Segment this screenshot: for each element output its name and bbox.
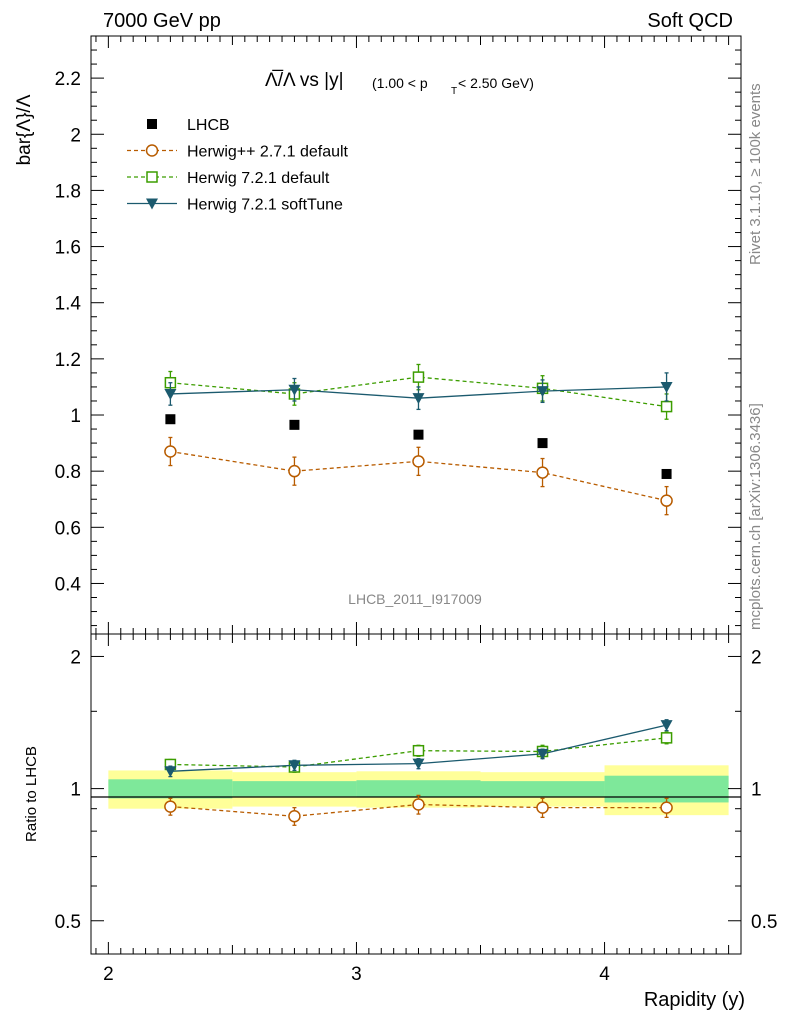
ratio-point-circle [412,798,425,811]
main-ytick-label: 1.6 [55,238,81,259]
ratio-series-line-0 [170,803,667,817]
main-ytick-label: 0.8 [55,462,81,483]
main-point-circle [288,464,301,478]
ratio-xtick-label: 4 [599,964,610,985]
main-point-circle [164,445,177,458]
main-point-square [412,371,425,383]
main-ytick-label: 1.8 [55,181,81,202]
ratio-xtick-label: 2 [103,964,114,985]
ratio-point-circle [288,810,301,823]
ratio-band-inner [356,780,481,798]
ratio-point-circle [164,800,177,813]
ratio-point-triangle [412,758,425,770]
legend-marker [145,144,159,157]
ratio-y-label: Ratio to LHCB [23,746,40,842]
mcplots-label: mcplots.cern.ch [arXiv:1306.3436] [747,403,764,630]
main-point-data [165,414,176,425]
main-y-label: bar{Λ}/Λ [14,94,35,165]
legend-label: LHCB [187,117,230,134]
legend-label: Herwig 7.2.1 softTune [187,197,343,214]
title-sub: (1.00 < p [372,75,428,91]
ratio-panel: 0.5 0.5 1 1 2 2 2 3 4 [55,633,777,985]
ratio-xtick-label: 3 [351,964,362,985]
main-point-circle [536,466,549,479]
ratio-ytick-label-right: 1 [751,780,762,801]
main-series [164,363,673,516]
ratio-point-square [412,744,425,757]
ratio-frame [90,633,742,955]
legend-marker [146,198,158,210]
legend-label: Herwig 7.2.1 default [187,170,330,187]
ratio-ytick-label-right: 2 [751,647,762,668]
main-panel: 0.4 0.6 0.8 1 1.2 1.4 1.6 1.8 2 2.2 [55,35,742,635]
main-ytick-label: 0.6 [55,518,81,539]
main-point-data [661,468,672,479]
title-sub-end: < 2.50 GeV) [458,75,534,91]
rivet-label: Rivet 3.1.10, ≥ 100k events [747,83,764,265]
ratio-series-line-1 [170,737,667,768]
legend-marker [146,171,158,183]
main-point-triangle [660,381,673,393]
main-ytick-label: 0.4 [55,574,82,595]
main-ytick-label: 2.2 [55,69,81,90]
ratio-point-triangle [536,748,549,760]
main-point-triangle [164,388,177,400]
legend: LHCB Herwig++ 2.7.1 default Herwig 7.2.1 d… [127,117,349,214]
ratio-series [164,719,673,826]
ratio-point-triangle [288,760,301,772]
ratio-point-circle [536,801,549,814]
ratio-point-triangle [164,766,177,778]
title-main: Λ̅/Λ vs |y| [265,70,344,91]
ratio-point-triangle [660,720,673,732]
main-ticks: 0.4 0.6 0.8 1 1.2 1.4 1.6 1.8 2 2.2 [55,35,742,634]
ratio-ytick-label: 1 [70,780,81,801]
ratio-ytick-label: 2 [70,647,81,668]
main-ytick-label: 1.2 [55,350,81,371]
main-point-triangle [536,386,549,398]
ratio-point-square [660,732,673,744]
main-series-line-1 [170,450,667,502]
title-sub-subscript: T [451,86,457,97]
legend-marker [147,119,157,129]
main-point-data [537,438,548,449]
ratio-band-inner [232,781,357,797]
main-point-square [660,400,673,413]
analysis-watermark: LHCB_2011_I917009 [348,591,482,607]
header-category: Soft QCD [647,10,733,32]
main-point-data [413,429,424,440]
ratio-band-inner [108,779,233,799]
ratio-ytick-label: 0.5 [55,912,81,933]
x-axis-label: Rapidity (y) [644,989,745,1011]
header-collision: 7000 GeV pp [103,10,221,32]
plot-title: Λ̅/Λ vs |y| (1.00 < p T < 2.50 GeV) [265,70,534,97]
main-point-triangle [412,393,425,405]
main-ytick-label: 2 [70,125,81,146]
ratio-ticks: 0.5 0.5 1 1 2 2 2 3 4 [55,634,777,985]
main-point-triangle [288,384,301,396]
main-ytick-label: 1.4 [55,294,82,315]
ratio-ytick-label-right: 0.5 [751,912,777,933]
main-point-circle [660,494,673,507]
ratio-point-circle [660,801,673,814]
legend-label: Herwig++ 2.7.1 default [187,144,349,161]
main-ytick-label: 1 [70,406,81,427]
main-point-data [289,419,300,430]
main-point-circle [412,455,425,468]
ratio-band-inner [480,781,605,797]
main-series-line-2 [170,376,667,408]
